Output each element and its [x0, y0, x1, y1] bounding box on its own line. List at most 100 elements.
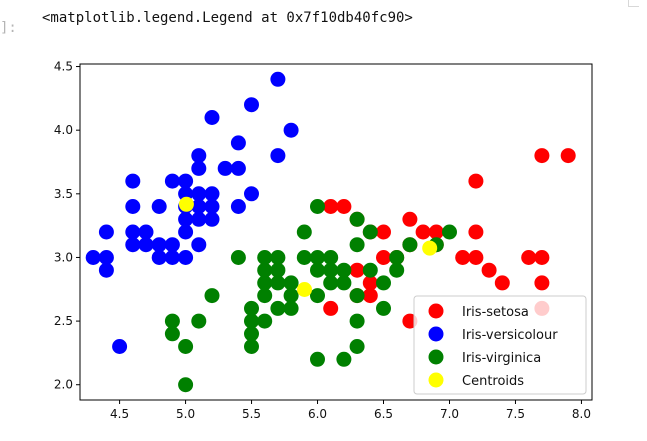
point-iris-setosa-18 [468, 173, 484, 189]
point-iris-versicolour-10 [125, 173, 141, 189]
point-iris-setosa-0 [323, 199, 339, 214]
point-iris-versicolour-36 [178, 250, 194, 265]
point-iris-versicolour-8 [217, 160, 233, 176]
point-iris-virginica-31 [204, 288, 220, 304]
point-iris-virginica-39 [244, 326, 259, 342]
points-layer [85, 71, 576, 393]
point-iris-virginica-5 [402, 237, 418, 253]
point-iris-virginica-17 [310, 262, 325, 278]
scroll-indicator[interactable] [628, 0, 639, 7]
point-iris-virginica-23 [283, 275, 299, 291]
point-iris-setosa-11 [468, 250, 484, 265]
point-iris-versicolour-3 [283, 122, 299, 138]
legend-label-0: Iris-setosa [462, 305, 529, 320]
point-iris-versicolour-25 [125, 224, 141, 240]
point-iris-virginica-13 [323, 250, 339, 265]
point-iris-virginica-25 [336, 275, 352, 291]
y-tick-label-3: 3.5 [54, 187, 73, 201]
point-iris-versicolour-1 [244, 97, 259, 113]
point-iris-versicolour-2 [204, 110, 220, 125]
point-iris-setosa-23 [349, 262, 365, 278]
point-iris-setosa-14 [521, 250, 537, 265]
point-iris-setosa-24 [362, 275, 378, 291]
legend-label-2: Iris-virginica [462, 351, 541, 366]
point-iris-virginica-21 [389, 262, 405, 278]
point-iris-versicolour-34 [151, 250, 167, 265]
x-tick-label-1: 5.0 [176, 407, 195, 421]
point-iris-virginica-42 [244, 339, 259, 354]
legend: Iris-setosa Iris-versicolour Iris-virginic… [413, 295, 587, 395]
point-iris-virginica-45 [336, 351, 352, 367]
point-centroids-2 [422, 240, 438, 256]
point-iris-setosa-13 [494, 275, 510, 291]
x-tick-label-7: 8.0 [572, 407, 591, 421]
axes-frame [79, 63, 593, 401]
x-tick-label-4: 6.5 [374, 407, 393, 421]
point-iris-virginica-35 [244, 313, 259, 329]
point-iris-versicolour-17 [125, 199, 141, 214]
point-iris-virginica-33 [270, 300, 286, 316]
point-iris-setosa-1 [336, 199, 352, 214]
point-iris-versicolour-19 [191, 199, 207, 214]
ticks-layer: 4.5 5.0 5.5 6.0 6.5 7.0 7.5 8.0 2.0 2.5 3.0 3.5 4.0 4… [54, 60, 591, 421]
point-iris-setosa-17 [468, 224, 484, 240]
point-iris-virginica-24 [323, 275, 339, 291]
point-iris-versicolour-39 [164, 173, 180, 189]
point-iris-versicolour-16 [151, 199, 167, 214]
point-iris-versicolour-5 [191, 148, 207, 164]
point-iris-versicolour-33 [98, 250, 114, 265]
point-iris-versicolour-32 [85, 250, 101, 265]
point-iris-versicolour-23 [178, 211, 194, 227]
point-iris-setosa-25 [376, 250, 391, 265]
legend-label-1: Iris-versicolour [462, 328, 558, 343]
x-tick-label-2: 5.5 [242, 407, 261, 421]
point-iris-versicolour-9 [230, 160, 246, 176]
point-iris-versicolour-21 [204, 199, 220, 214]
legend-marker-3 [428, 372, 444, 388]
x-tick-label-6: 7.5 [506, 407, 525, 421]
point-iris-virginica-29 [310, 288, 325, 304]
y-tick-label-1: 2.5 [54, 314, 73, 328]
point-iris-virginica-7 [442, 224, 457, 240]
y-tick-label-2: 3.0 [54, 250, 73, 264]
y-tick-label-0: 2.0 [54, 378, 73, 392]
point-iris-virginica-8 [230, 250, 246, 265]
point-iris-virginica-48 [283, 300, 299, 316]
point-iris-setosa-16 [534, 275, 550, 291]
point-iris-setosa-5 [402, 211, 418, 227]
legend-marker-1 [428, 326, 444, 342]
point-iris-virginica-34 [257, 313, 273, 329]
point-iris-setosa-15 [534, 250, 550, 265]
point-iris-versicolour-6 [270, 148, 286, 164]
point-iris-setosa-12 [481, 262, 497, 278]
point-iris-virginica-40 [191, 313, 207, 329]
point-iris-virginica-1 [349, 211, 365, 227]
x-tick-label-0: 4.5 [110, 407, 129, 421]
x-tick-label-3: 6.0 [308, 407, 327, 421]
point-iris-virginica-0 [310, 199, 325, 214]
point-iris-versicolour-35 [164, 250, 180, 265]
legend-box [413, 295, 587, 395]
point-iris-versicolour-37 [98, 262, 114, 278]
point-iris-virginica-18 [323, 262, 339, 278]
point-iris-virginica-11 [296, 250, 312, 265]
point-iris-versicolour-41 [138, 237, 154, 253]
legend-marker-0 [428, 303, 444, 319]
point-iris-virginica-47 [257, 275, 273, 291]
point-iris-versicolour-31 [191, 237, 207, 253]
point-iris-virginica-22 [270, 275, 286, 291]
point-iris-virginica-3 [362, 224, 378, 240]
point-iris-versicolour-0 [270, 71, 286, 87]
cell-output-text: <matplotlib.legend.Legend at 0x7f10db40f… [42, 10, 413, 26]
point-iris-versicolour-18 [230, 199, 246, 214]
cell-prompt: ]: [0, 20, 17, 36]
point-centroids-0 [178, 196, 194, 212]
point-iris-virginica-28 [283, 288, 299, 304]
point-iris-versicolour-7 [191, 160, 207, 176]
point-iris-versicolour-30 [125, 237, 141, 253]
y-tick-label-4: 4.0 [54, 123, 73, 137]
point-iris-virginica-30 [349, 288, 365, 304]
point-iris-virginica-38 [164, 326, 180, 342]
point-iris-versicolour-26 [138, 224, 154, 240]
